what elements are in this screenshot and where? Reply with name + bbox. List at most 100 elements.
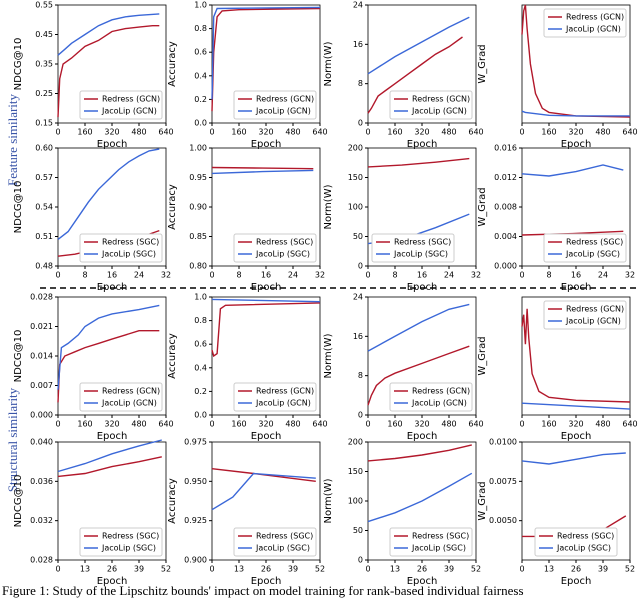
legend-label: Redress (GCN) bbox=[256, 95, 314, 104]
x-axis-label: Epoch bbox=[561, 282, 592, 293]
y-tick-label: 1.0 bbox=[194, 1, 207, 10]
legend-label: Redress (GCN) bbox=[412, 95, 470, 104]
x-axis-label: Epoch bbox=[97, 139, 128, 150]
y-axis-label: W_Grad bbox=[477, 481, 488, 520]
x-tick-label: 52 bbox=[625, 565, 635, 574]
legend-label: JacoLip (GCN) bbox=[101, 107, 157, 116]
x-tick-label: 26 bbox=[107, 565, 117, 574]
x-tick-label: 0 bbox=[209, 420, 214, 429]
x-tick-label: 320 bbox=[104, 128, 119, 137]
x-tick-label: 480 bbox=[131, 128, 146, 137]
x-tick-label: 0 bbox=[365, 565, 370, 574]
y-tick-label: 150 bbox=[348, 467, 363, 476]
x-tick-label: 32 bbox=[471, 271, 481, 280]
legend-box bbox=[543, 300, 627, 330]
x-tick-label: 160 bbox=[77, 128, 92, 137]
y-tick-label: 0.975 bbox=[184, 438, 207, 447]
x-tick-label: 39 bbox=[598, 565, 608, 574]
legend-box bbox=[233, 527, 317, 557]
legend-label: JacoLip (GCN) bbox=[565, 317, 621, 326]
x-tick-label: 0 bbox=[209, 128, 214, 137]
legend-label: Redress (GCN) bbox=[412, 387, 470, 396]
x-tick-label: 160 bbox=[541, 420, 556, 429]
legend-label: Redress (GCN) bbox=[102, 387, 160, 396]
series-line bbox=[367, 444, 472, 462]
x-tick-label: 13 bbox=[80, 565, 90, 574]
series-line bbox=[211, 298, 321, 303]
y-tick-label: 0.35 bbox=[35, 60, 53, 69]
y-axis-label: NDCG@10 bbox=[13, 181, 24, 234]
x-axis-label: Epoch bbox=[407, 431, 438, 442]
x-tick-label: 160 bbox=[541, 128, 556, 137]
y-tick-label: 0.021 bbox=[30, 322, 53, 331]
legend-label: JacoLip (SGC) bbox=[255, 544, 310, 553]
series-line bbox=[211, 302, 321, 358]
legend-label: Redress (SGC) bbox=[256, 532, 313, 541]
x-tick-label: 13 bbox=[234, 565, 244, 574]
y-tick-label: 0.8 bbox=[194, 316, 207, 325]
x-tick-label: 32 bbox=[625, 271, 635, 280]
series-line bbox=[57, 25, 160, 118]
y-tick-label: 0.48 bbox=[35, 262, 53, 271]
y-axis-label: Accuracy bbox=[167, 478, 178, 524]
x-tick-label: 160 bbox=[77, 420, 92, 429]
x-tick-label: 32 bbox=[315, 271, 325, 280]
y-tick-label: 16 bbox=[353, 332, 363, 341]
x-tick-label: 160 bbox=[387, 420, 402, 429]
y-tick-label: 50 bbox=[353, 232, 363, 241]
y-tick-label: 0.0050 bbox=[489, 516, 517, 525]
y-tick-label: 0.007 bbox=[30, 381, 53, 390]
series-line bbox=[57, 456, 162, 478]
caption: Figure 1: Study of the Lipschitz bounds'… bbox=[2, 583, 524, 598]
x-axis-label: Epoch bbox=[251, 576, 282, 587]
legend-box bbox=[79, 382, 163, 412]
x-tick-label: 320 bbox=[414, 128, 429, 137]
legend-label: JacoLip (SGC) bbox=[556, 544, 611, 553]
legend-label: JacoLip (GCN) bbox=[411, 107, 467, 116]
x-tick-label: 16 bbox=[107, 271, 117, 280]
legend-label: JacoLip (GCN) bbox=[255, 399, 311, 408]
series-line bbox=[211, 166, 314, 170]
x-tick-label: 480 bbox=[441, 128, 456, 137]
y-tick-label: 0.80 bbox=[189, 262, 207, 271]
x-axis-label: Epoch bbox=[561, 576, 592, 587]
x-tick-label: 0 bbox=[519, 565, 524, 574]
y-tick-label: 0.000 bbox=[30, 411, 53, 420]
legend-label: JacoLip (GCN) bbox=[565, 25, 621, 34]
y-tick-label: 0 bbox=[358, 556, 363, 565]
x-tick-label: 640 bbox=[312, 420, 327, 429]
series-line bbox=[211, 169, 314, 175]
x-tick-label: 320 bbox=[414, 420, 429, 429]
x-tick-label: 640 bbox=[622, 420, 637, 429]
legend-box bbox=[389, 90, 473, 120]
x-tick-label: 320 bbox=[258, 420, 273, 429]
legend-box bbox=[543, 233, 627, 263]
series-line bbox=[367, 345, 470, 406]
y-tick-label: 0.028 bbox=[30, 556, 53, 565]
x-axis-label: Epoch bbox=[561, 139, 592, 150]
legend-label: Redress (SGC) bbox=[256, 238, 313, 247]
series-line bbox=[521, 452, 626, 465]
y-tick-label: 0.54 bbox=[35, 203, 53, 212]
series-line bbox=[367, 157, 470, 168]
y-tick-label: 0 bbox=[358, 411, 363, 420]
legend-label: JacoLip (SGC) bbox=[255, 250, 310, 259]
x-tick-label: 52 bbox=[161, 565, 171, 574]
x-tick-label: 39 bbox=[444, 565, 454, 574]
legend-label: JacoLip (SGC) bbox=[101, 250, 156, 259]
series-line bbox=[57, 330, 160, 403]
x-axis-label: Epoch bbox=[97, 282, 128, 293]
y-tick-label: 0.925 bbox=[184, 516, 207, 525]
y-tick-label: 0.51 bbox=[35, 232, 53, 241]
series-line bbox=[521, 4, 631, 118]
legend-box bbox=[371, 233, 455, 263]
y-axis-label: NDCG@10 bbox=[13, 475, 24, 528]
x-tick-label: 26 bbox=[417, 565, 427, 574]
x-tick-label: 0 bbox=[519, 271, 524, 280]
y-tick-label: 0.0 bbox=[194, 411, 207, 420]
legend-label: Redress (SGC) bbox=[102, 532, 159, 541]
x-tick-label: 0 bbox=[365, 128, 370, 137]
y-axis-label: NDCG@10 bbox=[13, 330, 24, 383]
y-tick-label: 0.85 bbox=[189, 232, 207, 241]
